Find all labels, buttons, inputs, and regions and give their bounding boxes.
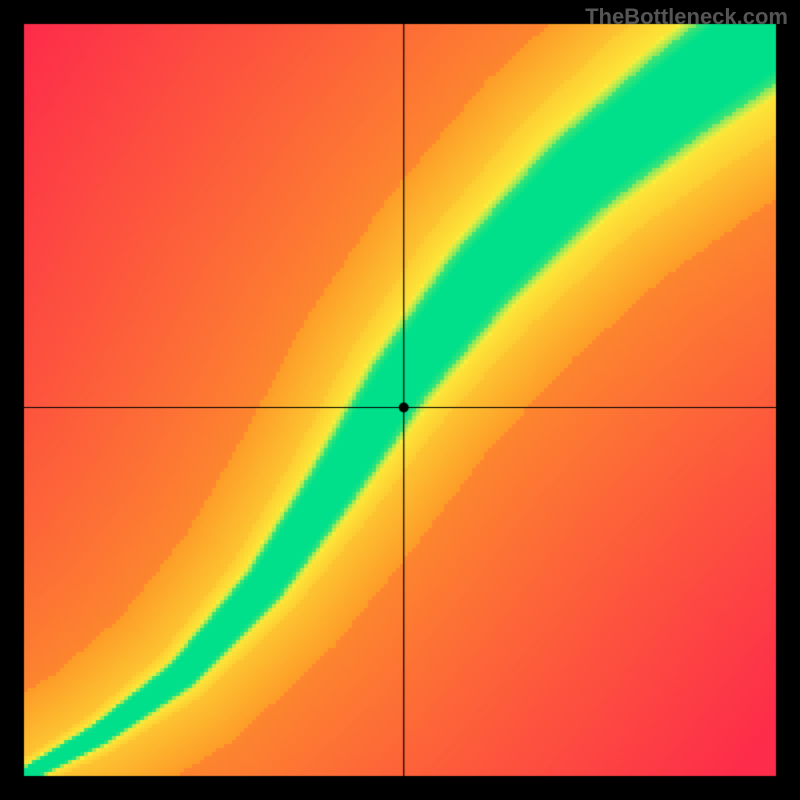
chart-container: TheBottleneck.com xyxy=(0,0,800,800)
heatmap-canvas xyxy=(0,0,800,800)
watermark-text: TheBottleneck.com xyxy=(585,4,788,30)
